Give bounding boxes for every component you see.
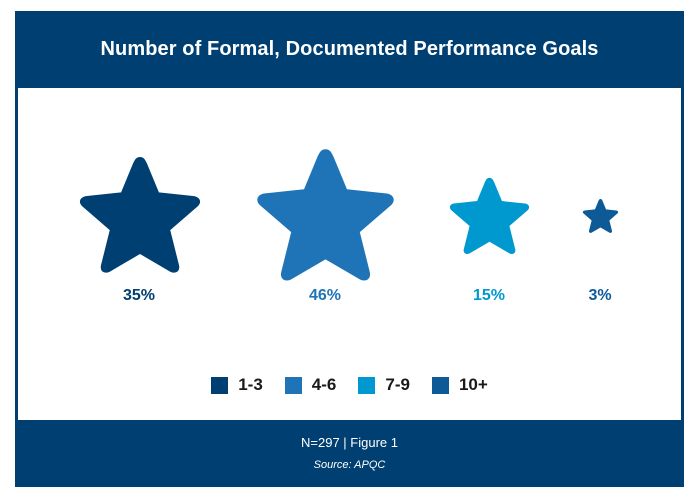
legend-item-1-3: 1-3 [211, 375, 263, 395]
chart-area: 35% 46% 15% 3% 1-3 4-6 7-9 10+ [18, 88, 681, 420]
legend: 1-3 4-6 7-9 10+ [18, 375, 681, 395]
sample-size-note: N=297 | Figure 1 [301, 435, 398, 450]
source-note: Source: APQC [313, 459, 386, 471]
legend-label: 1-3 [238, 375, 263, 394]
chart-footer: N=297 | Figure 1 Source: APQC [15, 420, 684, 487]
legend-swatch [431, 376, 449, 394]
legend-label: 4-6 [311, 375, 337, 394]
value-label-1-3: 35% [122, 287, 156, 304]
star-icon-4-6 [257, 149, 394, 281]
legend-swatch [358, 376, 376, 394]
value-label-10-plus: 3% [588, 287, 612, 304]
legend-item-4-6: 4-6 [284, 375, 337, 395]
chart-title: Number of Formal, Documented Performance… [100, 38, 599, 60]
legend-label: 7-9 [385, 375, 410, 394]
star-icon-7-9 [449, 177, 530, 254]
legend-item-7-9: 7-9 [358, 375, 410, 395]
legend-label: 10+ [458, 375, 488, 394]
value-label-7-9: 15% [472, 287, 506, 304]
chart-frame: Number of Formal, Documented Performance… [15, 11, 684, 487]
value-label-4-6: 46% [308, 287, 342, 304]
legend-item-10-plus: 10+ [431, 375, 488, 395]
star-icon-1-3 [79, 157, 201, 273]
legend-swatch [211, 376, 229, 394]
star-icon-10-plus [582, 198, 619, 233]
legend-swatch [284, 376, 302, 394]
